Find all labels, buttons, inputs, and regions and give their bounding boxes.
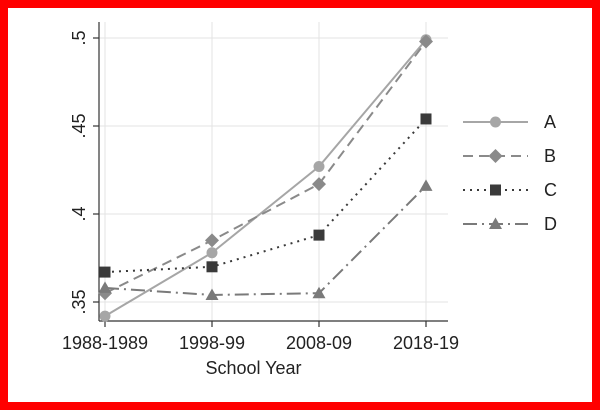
x-tick-label: 2018-19 <box>393 333 459 353</box>
x-tick-label: 1998-99 <box>179 333 245 353</box>
data-point-b <box>205 233 219 248</box>
x-tick-label: 1988-1989 <box>62 333 148 353</box>
legend-label: A <box>544 112 556 132</box>
legend-label: D <box>544 214 557 234</box>
data-point-a <box>206 247 218 259</box>
data-point-c <box>313 229 325 241</box>
data-point-d <box>312 286 326 299</box>
data-point-d <box>205 288 219 300</box>
series-line-d <box>104 185 427 296</box>
y-tick-label: .4 <box>69 206 89 221</box>
data-point-c <box>206 261 218 273</box>
series-line-c <box>104 118 427 274</box>
legend-label: C <box>544 180 557 200</box>
chart-frame: .35 .4 .45 .5 1988-1989 1998-99 2008-09 2018-19… <box>8 8 592 402</box>
data-point-a <box>313 160 325 172</box>
data-point-d <box>419 179 433 191</box>
plot-background <box>99 22 448 321</box>
legend-marker <box>490 116 501 128</box>
legend-marker <box>488 149 503 163</box>
x-axis-label: School Year <box>205 358 301 378</box>
data-point-c <box>99 266 111 278</box>
y-tick-label: .5 <box>69 30 89 45</box>
data-point-d <box>98 281 112 293</box>
plot-area: .35 .4 .45 .5 1988-1989 1998-99 2008-09 2018-19 <box>62 22 459 353</box>
series-line-a <box>104 39 427 317</box>
line-chart: .35 .4 .45 .5 1988-1989 1998-99 2008-09 2018-19… <box>62 22 557 378</box>
data-point-c <box>420 113 432 125</box>
y-tick-label: .35 <box>69 289 89 314</box>
series-line-b <box>104 40 427 295</box>
y-tick-label: .45 <box>69 113 89 138</box>
legend-marker <box>490 184 501 196</box>
data-point-b <box>419 34 433 49</box>
x-tick-label: 2008-09 <box>286 333 352 353</box>
legend-marker <box>489 217 502 229</box>
data-point-b <box>312 177 326 192</box>
legend-label: B <box>544 146 556 166</box>
data-point-a <box>99 310 111 322</box>
